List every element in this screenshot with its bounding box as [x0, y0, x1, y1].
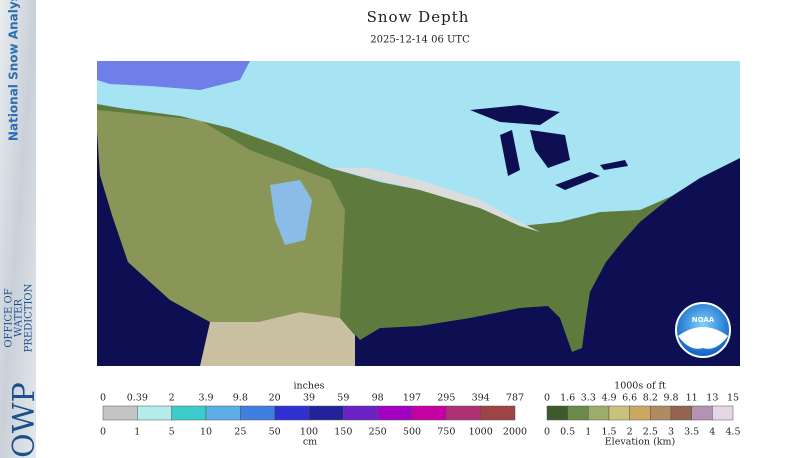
western-terrain: [97, 110, 345, 322]
legend-top-label: 295: [437, 393, 455, 404]
legend-swatch: [377, 405, 413, 421]
legend-bottom-label: 3: [668, 427, 674, 438]
legend-top-label: 197: [403, 393, 421, 404]
legend-bottom-label: 1000: [469, 427, 493, 438]
legend-bottom-label: 100: [300, 427, 318, 438]
legend-top-label: 8.2: [643, 393, 658, 404]
legend-swatch: [480, 405, 516, 421]
legend-swatch: [670, 405, 692, 421]
legend-top-label: 9.8: [233, 393, 248, 404]
legend-bottom-label: 0: [544, 427, 550, 438]
legend-top-label: 4.9: [601, 393, 616, 404]
legend-top-label: 2: [169, 393, 175, 404]
noaa-bird: [678, 327, 728, 349]
legend-swatch: [608, 405, 630, 421]
legend-bottom-label: 150: [334, 427, 352, 438]
legend-swatch: [205, 405, 241, 421]
sidebar-title: National Snow Analysis: [7, 0, 21, 141]
legend-swatch: [712, 405, 734, 421]
legend-bottom-label: 2.5: [643, 427, 658, 438]
legend-swatch: [137, 405, 172, 421]
legend-swatch: [629, 405, 651, 421]
legend-bottom-label: 1: [134, 427, 140, 438]
elev-bottom-unit: Elevation (km): [605, 437, 676, 448]
lake-michigan: [500, 130, 520, 176]
legend-bottom-label: 0.5: [560, 427, 575, 438]
legend-swatch: [411, 405, 447, 421]
snow-bottom-unit: cm: [303, 437, 317, 448]
legend-swatch: [691, 405, 713, 421]
legend-swatch: [308, 405, 344, 421]
legend-swatch: [240, 405, 275, 421]
org-name: WATER: [14, 299, 25, 337]
legend-top-label: 394: [472, 393, 490, 404]
elev-top-unit: 1000s of ft: [614, 381, 666, 392]
legend-top-label: 1.6: [560, 393, 575, 404]
legend-top-label: 13: [706, 393, 718, 404]
legend-top-label: 0.39: [127, 393, 148, 404]
snow-top-unit: inches: [293, 381, 324, 392]
legend-bottom-label: 4: [709, 427, 715, 438]
noaa-text: NOAA: [692, 316, 715, 324]
legend-swatch: [343, 405, 378, 421]
snow-cover: [97, 61, 740, 226]
legend-top-label: 3.3: [581, 393, 596, 404]
legend-top-label: 39: [303, 393, 315, 404]
map-title: Snow Depth: [367, 8, 470, 26]
mountain-snow: [270, 180, 312, 245]
legend-top-label: 3.9: [198, 393, 213, 404]
legend-top-label: 9.8: [663, 393, 678, 404]
legend-top-label: 787: [506, 393, 524, 404]
legend-bottom-label: 1.5: [601, 427, 616, 438]
org-name: PREDICTION: [24, 283, 35, 352]
org-abbr: OWP: [7, 382, 42, 458]
lake-ontario: [600, 160, 628, 170]
map: NOAA: [97, 61, 740, 366]
timestamp: 2025-12-14 06 UTC: [370, 35, 470, 46]
legend-top-label: 6.6: [622, 393, 637, 404]
legend-bottom-label: 2000: [503, 427, 527, 438]
legend-swatch: [650, 405, 672, 421]
legend-bottom-label: 0: [100, 427, 106, 438]
legend-top-label: 11: [686, 393, 698, 404]
legend-top-label: 0: [544, 393, 550, 404]
lake-erie: [555, 172, 600, 190]
legend-bottom-label: 10: [200, 427, 212, 438]
legend-swatch: [171, 405, 207, 421]
legend-top-label: 15: [727, 393, 739, 404]
legend-swatch: [446, 405, 481, 421]
legend-top-label: 59: [337, 393, 349, 404]
legend-swatch: [588, 405, 610, 421]
legend-bottom-label: 1: [585, 427, 591, 438]
org-name: OFFICE OF: [4, 288, 15, 347]
sidebar-bg: [0, 0, 36, 458]
legend-bottom-label: 250: [369, 427, 387, 438]
legend-bottom-label: 500: [403, 427, 421, 438]
legend-bottom-label: 2: [627, 427, 633, 438]
legend-swatch: [102, 405, 138, 421]
legend-bottom-label: 25: [234, 427, 246, 438]
legend-bottom-label: 4.5: [725, 427, 740, 438]
legend-swatch: [546, 405, 568, 421]
legend-bottom-label: 3.5: [684, 427, 699, 438]
lake-huron: [530, 130, 570, 168]
legend-top-label: 20: [269, 393, 281, 404]
mexico: [200, 312, 355, 366]
deep-snow: [97, 61, 250, 90]
legend-swatch: [274, 405, 310, 421]
legend-swatch: [567, 405, 589, 421]
legend-top-label: 0: [100, 393, 106, 404]
legend-top-label: 98: [372, 393, 384, 404]
legend-bottom-label: 5: [169, 427, 175, 438]
lake-superior: [470, 105, 560, 125]
legend-bottom-label: 50: [269, 427, 281, 438]
legend-bottom-label: 750: [437, 427, 455, 438]
